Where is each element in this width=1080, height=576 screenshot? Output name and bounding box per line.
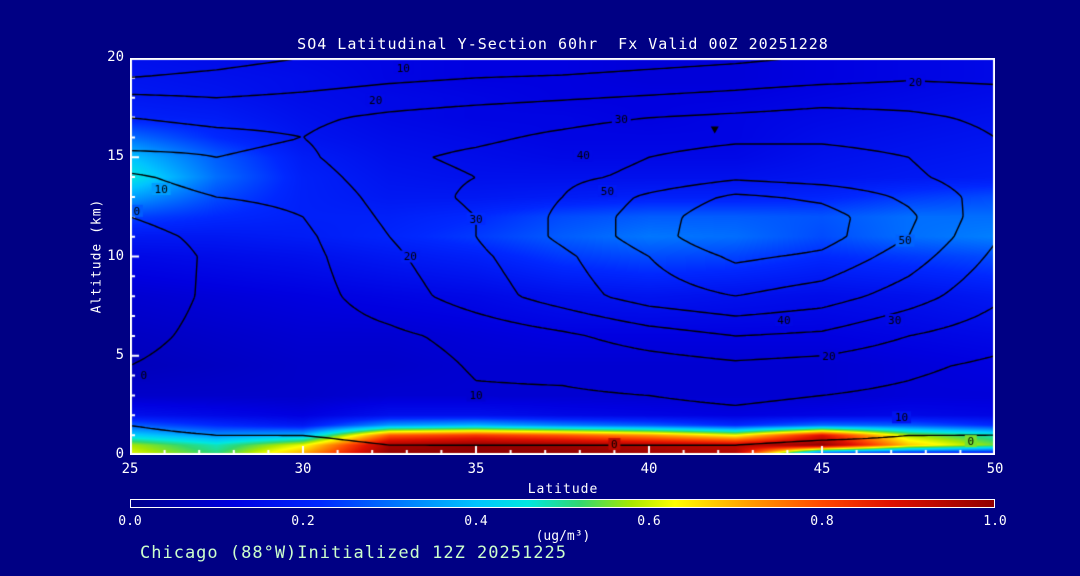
colorbar-gradient [130,499,995,508]
x-tick-label: 30 [294,461,312,477]
x-tick-label: 25 [121,461,139,477]
x-tick-label: 45 [813,461,831,477]
y-tick-label: 5 [115,346,124,363]
y-tick-label: 20 [107,49,124,65]
y-tick-label: 0 [115,446,124,462]
plot-canvas [130,58,995,455]
colorbar-tick-label: 0.2 [291,514,315,529]
chart-title: SO4 Latitudinal Y-Section 60hr Fx Valid … [297,35,829,53]
colorbar-tick-label: 1.0 [983,514,1007,529]
colorbar-tick-label: 0.4 [464,514,488,529]
colorbar-units-label: (ug/m³) [535,529,591,544]
x-tick-label: 35 [467,461,485,477]
x-tick-label: 50 [986,461,1004,477]
y-tick-label: 10 [107,247,124,264]
colorbar-tick-label: 0.8 [810,514,834,529]
y-tick-label: 15 [107,148,124,165]
x-axis-label: Latitude [527,482,599,497]
init-info-text: Chicago (88°W)Initialized 12Z 20251225 [140,543,567,563]
colorbar-tick-label: 0.0 [118,514,142,529]
colorbar-tick-label: 0.6 [637,514,661,529]
x-tick-label: 40 [640,461,658,477]
